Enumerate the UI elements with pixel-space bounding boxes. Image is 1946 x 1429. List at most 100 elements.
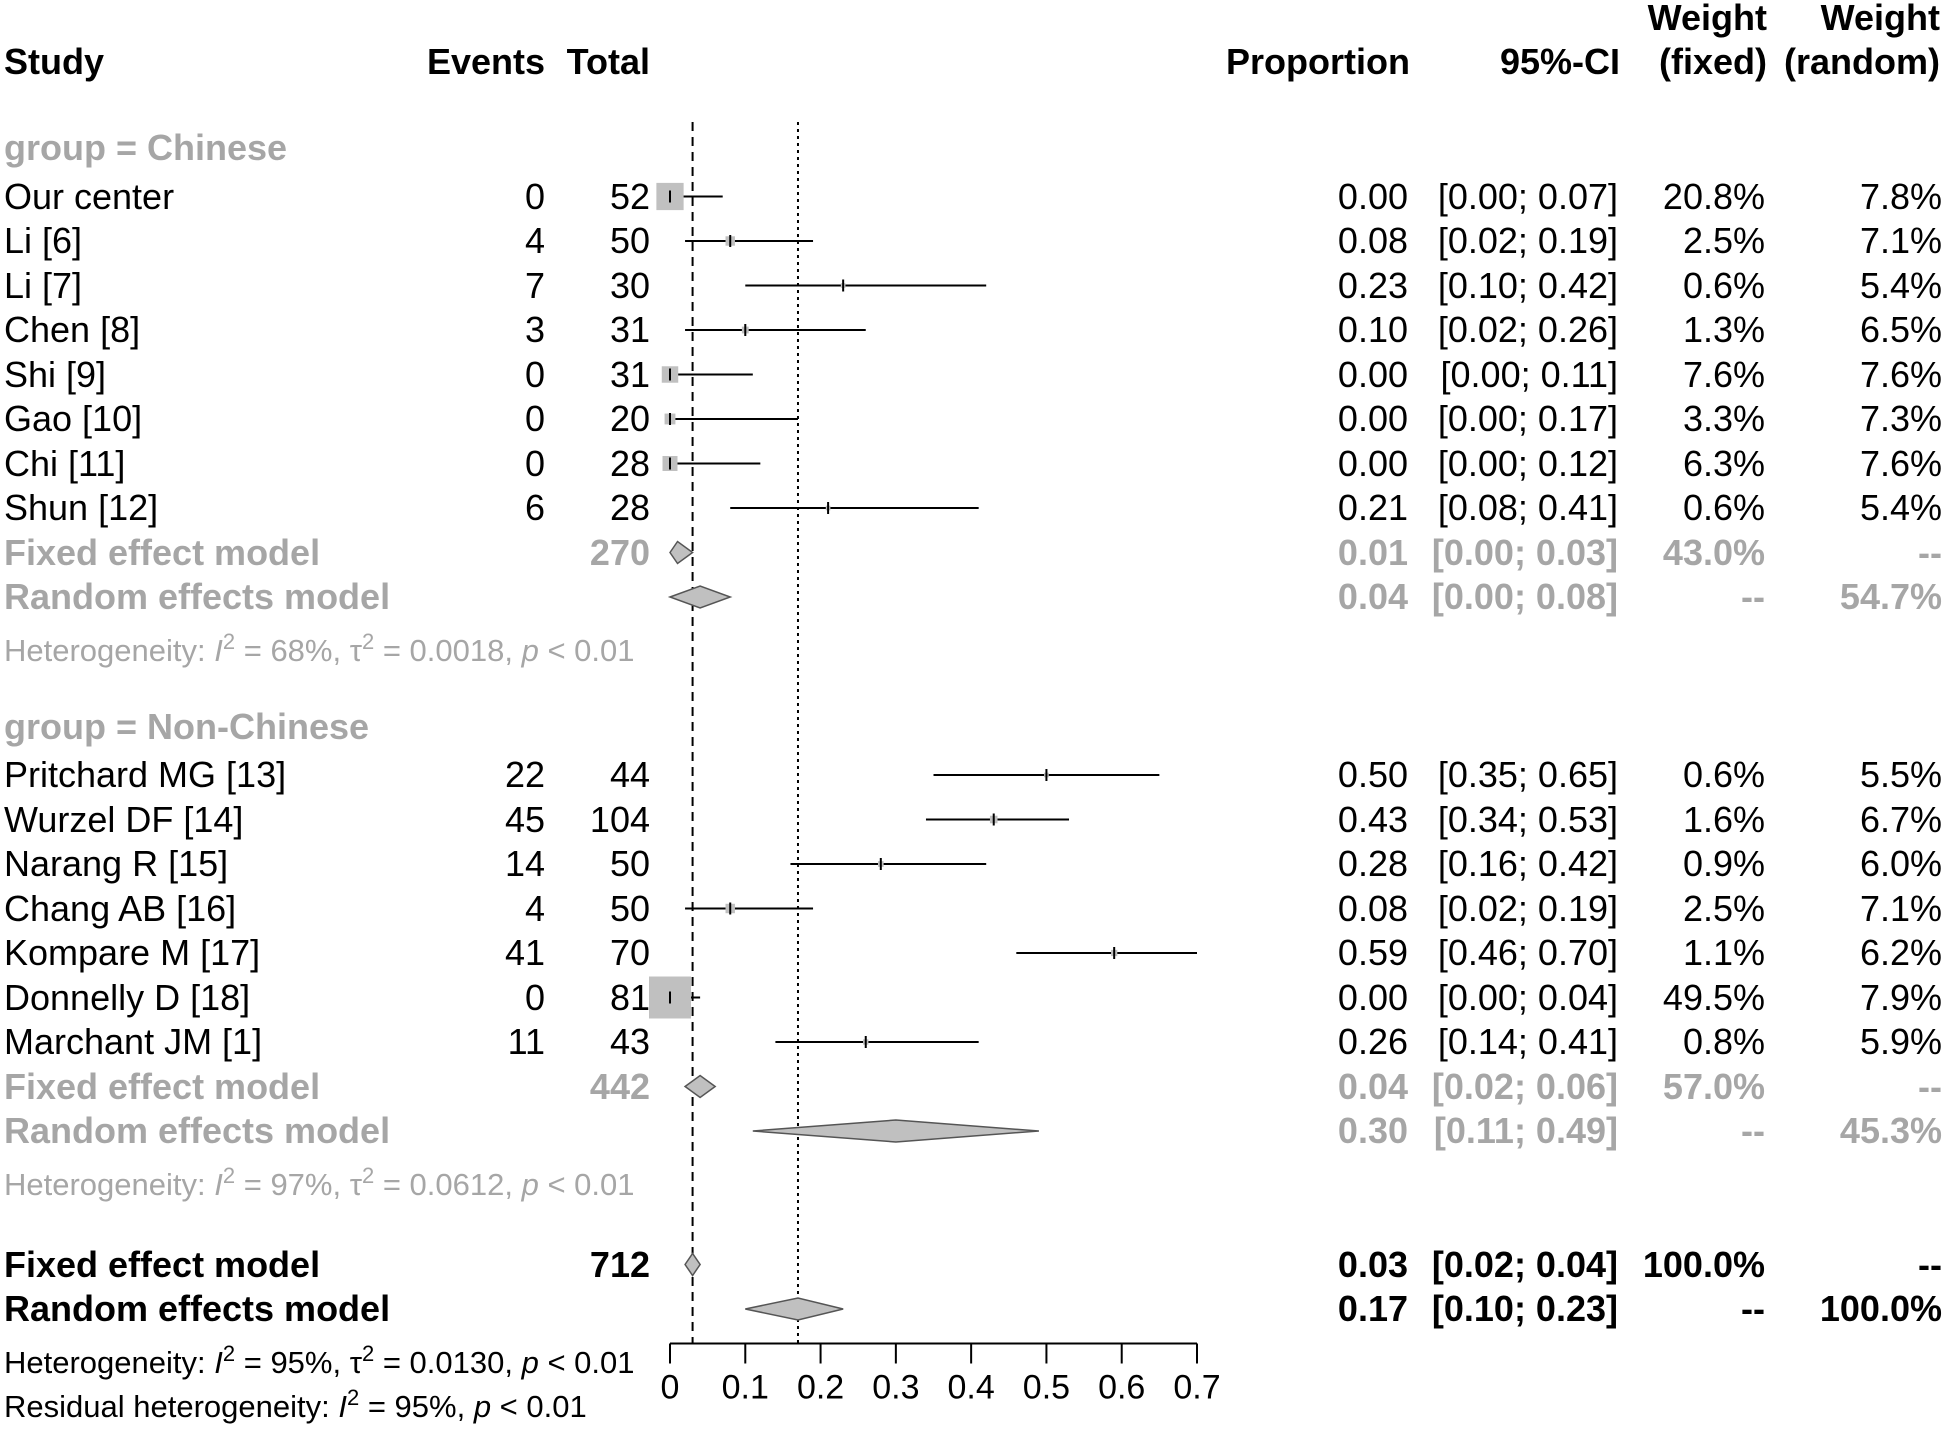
study-events: 14: [504, 843, 545, 884]
subgroup-heterogeneity: Heterogeneity: I2 = 68%, τ2 = 0.0018, p …: [4, 628, 635, 668]
x-axis-tick-label: 0.2: [797, 1369, 844, 1407]
study-proportion: 0.28: [1337, 843, 1408, 884]
header-ci: 95%-CI: [1499, 41, 1620, 82]
study-events: 4: [524, 220, 545, 261]
study-events: 45: [504, 798, 545, 840]
study-weight-fixed: 6.3%: [1682, 442, 1765, 484]
study-weight-random: 6.0%: [1859, 843, 1942, 884]
study-proportion: 0.00: [1337, 976, 1408, 1018]
subgroup-title: group = Chinese: [4, 127, 288, 168]
study-ci: [0.46; 0.70]: [1437, 932, 1618, 973]
study-label: Shun [12]: [4, 487, 159, 528]
header-weight-fixed-top: Weight: [1647, 0, 1767, 38]
study-events: 41: [504, 932, 545, 973]
study-label: Li [6]: [4, 220, 83, 261]
study-ci: [0.00; 0.17]: [1437, 398, 1618, 439]
x-axis-tick-label: 0.4: [948, 1369, 995, 1407]
study-ci: [0.00; 0.07]: [1437, 175, 1618, 217]
header-weight-random-top: Weight: [1820, 0, 1940, 38]
study-weight-random: 6.2%: [1859, 932, 1942, 973]
study-proportion: 0.10: [1337, 309, 1408, 350]
study-label: Gao [10]: [4, 398, 143, 439]
subgroup-random-diamond: [752, 1119, 1039, 1143]
study-total: 20: [609, 398, 650, 439]
study-weight-fixed: 3.3%: [1682, 398, 1765, 439]
study-proportion: 0.00: [1337, 398, 1408, 439]
study-events: 4: [524, 887, 545, 929]
study-weight-fixed: 0.8%: [1682, 1021, 1765, 1062]
study-events: 0: [524, 398, 545, 439]
subgroup-fixed-weight-fixed: 43.0%: [1662, 531, 1765, 573]
study-events: 7: [524, 264, 545, 306]
study-weight-random: 5.4%: [1859, 487, 1942, 528]
subgroup-fixed-diamond: [669, 540, 694, 565]
study-proportion: 0.08: [1337, 220, 1408, 261]
study-proportion: 0.43: [1337, 798, 1408, 840]
study-proportion: 0.50: [1337, 754, 1408, 795]
study-total: 81: [609, 976, 650, 1018]
study-weight-fixed: 2.5%: [1682, 887, 1765, 929]
study-weight-random: 7.1%: [1859, 887, 1942, 929]
study-label: Shi [9]: [4, 353, 107, 395]
x-axis-tick-label: 0.7: [1173, 1369, 1220, 1407]
header-study: Study: [4, 41, 105, 82]
subgroup-fixed-ci: [0.00; 0.03]: [1431, 531, 1618, 573]
study-events: 0: [524, 976, 545, 1018]
overall-fixed-label: Fixed effect model: [4, 1243, 321, 1285]
overall-fixed-ci: [0.02; 0.04]: [1431, 1243, 1618, 1285]
subgroup-random-weight-fixed: --: [1741, 576, 1765, 617]
study-weight-random: 6.5%: [1859, 309, 1942, 350]
study-ci: [0.35; 0.65]: [1437, 754, 1618, 795]
study-total: 52: [609, 175, 650, 217]
study-weight-fixed: 0.6%: [1682, 754, 1765, 795]
overall-random-ci: [0.10; 0.23]: [1431, 1288, 1618, 1329]
subgroup-random-label: Random effects model: [4, 576, 391, 617]
study-ci: [0.00; 0.11]: [1440, 353, 1618, 395]
study-weight-random: 7.1%: [1859, 220, 1942, 261]
study-weight-fixed: 1.3%: [1682, 309, 1765, 350]
study-total: 70: [609, 932, 650, 973]
study-ci: [0.34; 0.53]: [1437, 798, 1618, 840]
overall-fixed-weight-random: --: [1918, 1243, 1942, 1285]
study-ci: [0.02; 0.26]: [1437, 309, 1618, 350]
study-ci: [0.10; 0.42]: [1437, 264, 1618, 306]
study-weight-random: 6.7%: [1859, 798, 1942, 840]
overall-random-weight-fixed: --: [1741, 1288, 1765, 1329]
study-ci: [0.14; 0.41]: [1437, 1021, 1618, 1062]
study-proportion: 0.23: [1337, 264, 1408, 306]
study-weight-fixed: 2.5%: [1682, 220, 1765, 261]
study-total: 43: [609, 1021, 650, 1062]
subgroup-random-weight-random: 45.3%: [1839, 1110, 1942, 1151]
subgroup-random-proportion: 0.30: [1337, 1110, 1408, 1151]
study-label: Chen [8]: [4, 309, 141, 350]
study-events: 22: [504, 754, 545, 795]
study-ci: [0.02; 0.19]: [1437, 220, 1618, 261]
study-events: 0: [524, 442, 545, 484]
study-label: Chi [11]: [4, 442, 126, 484]
subgroup-random-weight-fixed: --: [1741, 1110, 1765, 1151]
study-weight-random: 7.6%: [1859, 353, 1942, 395]
study-weight-fixed: 1.1%: [1682, 932, 1765, 973]
study-proportion: 0.00: [1337, 353, 1408, 395]
subgroup-fixed-proportion: 0.04: [1337, 1065, 1408, 1107]
subgroup-random-diamond: [667, 585, 733, 609]
study-weight-random: 5.4%: [1859, 264, 1942, 306]
study-weight-random: 7.6%: [1859, 442, 1942, 484]
study-ci: [0.08; 0.41]: [1437, 487, 1618, 528]
study-total: 31: [609, 353, 650, 395]
overall-fixed-proportion: 0.03: [1337, 1243, 1408, 1285]
study-label: Pritchard MG [13]: [4, 754, 287, 795]
study-total: 44: [609, 754, 650, 795]
study-total: 50: [609, 887, 650, 929]
study-weight-fixed: 49.5%: [1662, 976, 1765, 1018]
study-ci: [0.00; 0.12]: [1437, 442, 1618, 484]
subgroup-fixed-total: 442: [589, 1065, 650, 1107]
subgroup-fixed-total: 270: [589, 531, 650, 573]
study-label: Li [7]: [4, 264, 83, 306]
subgroup-fixed-label: Fixed effect model: [4, 1065, 321, 1107]
header-events: Events: [426, 41, 545, 82]
study-label: Wurzel DF [14]: [4, 798, 244, 840]
subgroup-random-weight-random: 54.7%: [1839, 576, 1942, 617]
subgroup-fixed-weight-fixed: 57.0%: [1662, 1065, 1765, 1107]
